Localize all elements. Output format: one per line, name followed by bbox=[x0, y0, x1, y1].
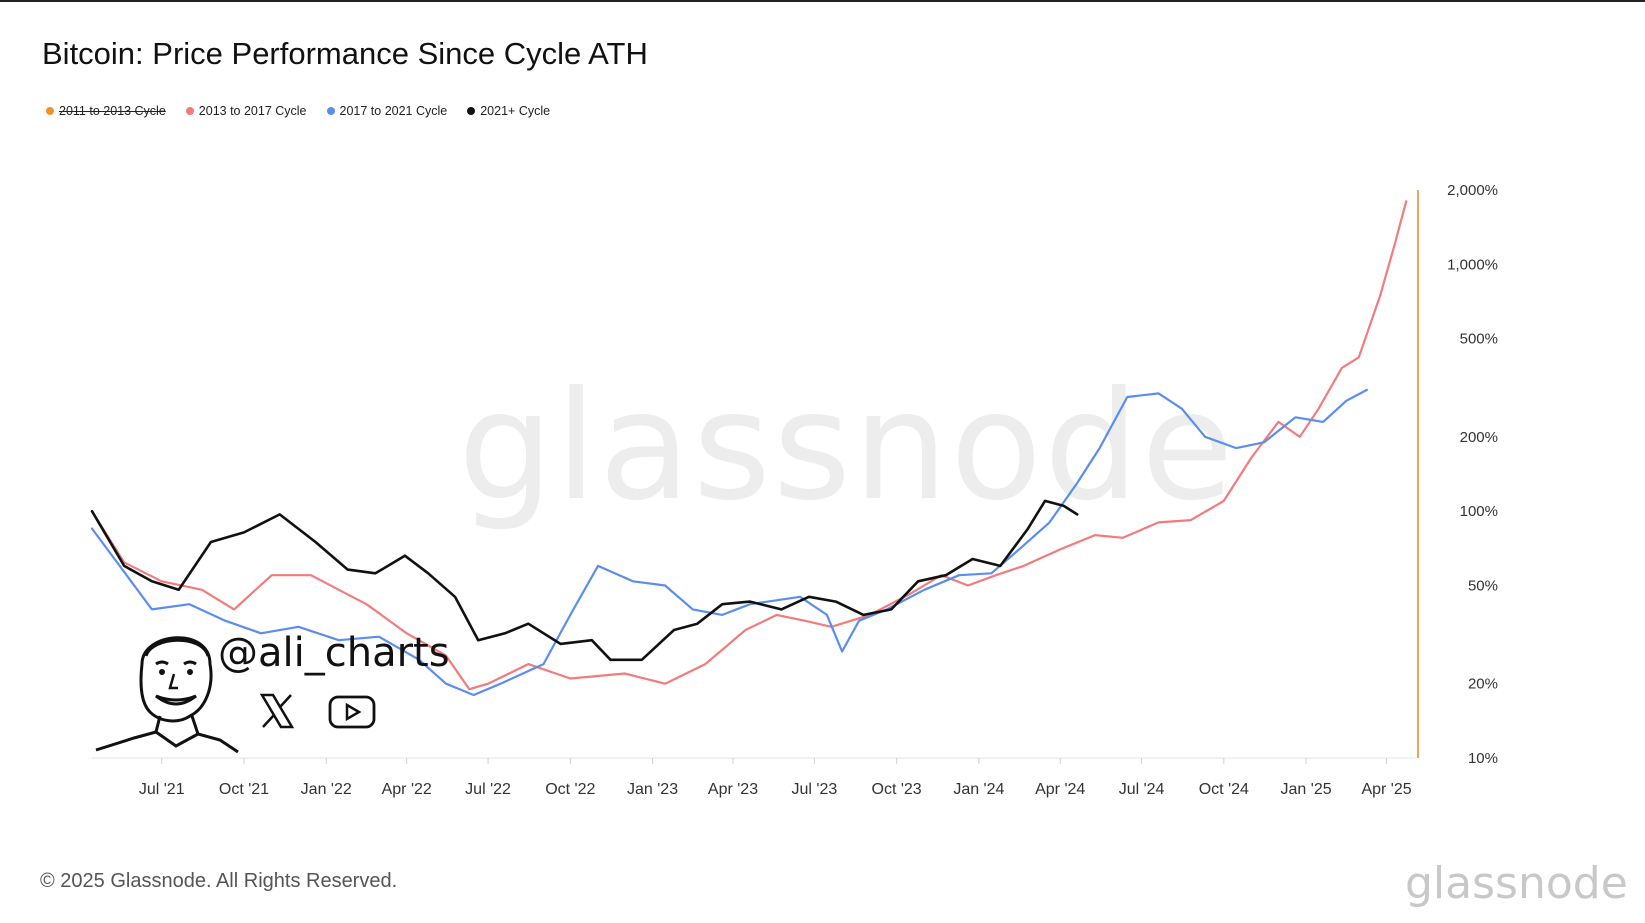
x-tick-label: Apr '23 bbox=[708, 781, 758, 798]
x-tick-label: Jan '23 bbox=[627, 781, 678, 798]
y-tick-label: 50% bbox=[1468, 577, 1498, 594]
y-tick-label: 500% bbox=[1460, 331, 1498, 348]
legend-dot-2013-2017 bbox=[185, 107, 194, 115]
legend-item-2011-2013[interactable]: 2011 to 2013 Cycle bbox=[46, 104, 166, 118]
author-handle: @ali_charts bbox=[218, 630, 450, 676]
x-tick-label: Jul '24 bbox=[1119, 781, 1165, 798]
x-logo-icon[interactable] bbox=[258, 692, 296, 730]
legend-dot-2017-2021 bbox=[326, 107, 335, 115]
legend-label: 2021+ Cycle bbox=[480, 104, 551, 118]
legend-dot-2021-plus bbox=[467, 107, 476, 115]
x-tick-label: Jan '25 bbox=[1281, 781, 1332, 798]
x-tick-label: Oct '23 bbox=[872, 781, 922, 798]
x-tick-label: Jan '24 bbox=[953, 781, 1004, 798]
x-tick-label: Oct '22 bbox=[545, 781, 595, 798]
y-tick-label: 100% bbox=[1460, 503, 1498, 520]
author-badge: @ali_charts bbox=[90, 616, 450, 756]
x-tick-label: Jul '22 bbox=[465, 781, 511, 798]
chart-legend: 2011 to 2013 Cycle 2013 to 2017 Cycle 20… bbox=[46, 104, 550, 118]
series-line-2017-to-2021-cycle bbox=[90, 388, 1368, 697]
x-tick-label: Jul '23 bbox=[791, 781, 837, 798]
chart-title: Bitcoin: Price Performance Since Cycle A… bbox=[42, 36, 648, 71]
y-tick-label: 200% bbox=[1460, 429, 1498, 446]
top-border bbox=[0, 0, 1645, 2]
footer-brand-logo: glassnode bbox=[1405, 858, 1628, 909]
y-tick-label: 10% bbox=[1468, 750, 1498, 767]
avatar-illustration bbox=[95, 636, 239, 754]
x-tick-label: Apr '22 bbox=[382, 781, 432, 798]
legend-dot-2011-2013 bbox=[46, 107, 54, 115]
x-tick-label: Oct '21 bbox=[219, 781, 269, 798]
y-tick-label: 1,000% bbox=[1447, 256, 1498, 273]
legend-label: 2013 to 2017 Cycle bbox=[198, 104, 307, 118]
x-tick-label: Apr '25 bbox=[1361, 781, 1411, 798]
x-axis: Jul '21 Oct '21 Jan '22 Apr '22 Jul '22 Oct '… bbox=[92, 757, 1416, 798]
series-layer bbox=[90, 200, 1408, 697]
legend-item-2013-2017[interactable]: 2013 to 2017 Cycle bbox=[185, 104, 307, 118]
legend-item-2017-2021[interactable]: 2017 to 2021 Cycle bbox=[326, 104, 448, 118]
x-tick-label: Jul '21 bbox=[139, 781, 185, 798]
legend-item-2021-plus[interactable]: 2021+ Cycle bbox=[467, 104, 550, 118]
copyright-footer: © 2025 Glassnode. All Rights Reserved. bbox=[40, 870, 398, 892]
series-line-2021-cycle bbox=[90, 499, 1079, 662]
y-tick-label: 2,000% bbox=[1447, 182, 1498, 199]
y-tick-label: 20% bbox=[1468, 676, 1498, 693]
youtube-icon[interactable] bbox=[328, 694, 376, 730]
legend-label: 2017 to 2021 Cycle bbox=[339, 104, 448, 118]
x-tick-label: Apr '24 bbox=[1035, 781, 1085, 798]
y-axis: 10% 20% 50% 100% 200% 500% 1,000% 2,000% bbox=[1417, 182, 1498, 767]
legend-label: 2011 to 2013 Cycle bbox=[59, 104, 166, 118]
x-tick-label: Oct '24 bbox=[1199, 781, 1249, 798]
x-tick-label: Jan '22 bbox=[301, 781, 352, 798]
